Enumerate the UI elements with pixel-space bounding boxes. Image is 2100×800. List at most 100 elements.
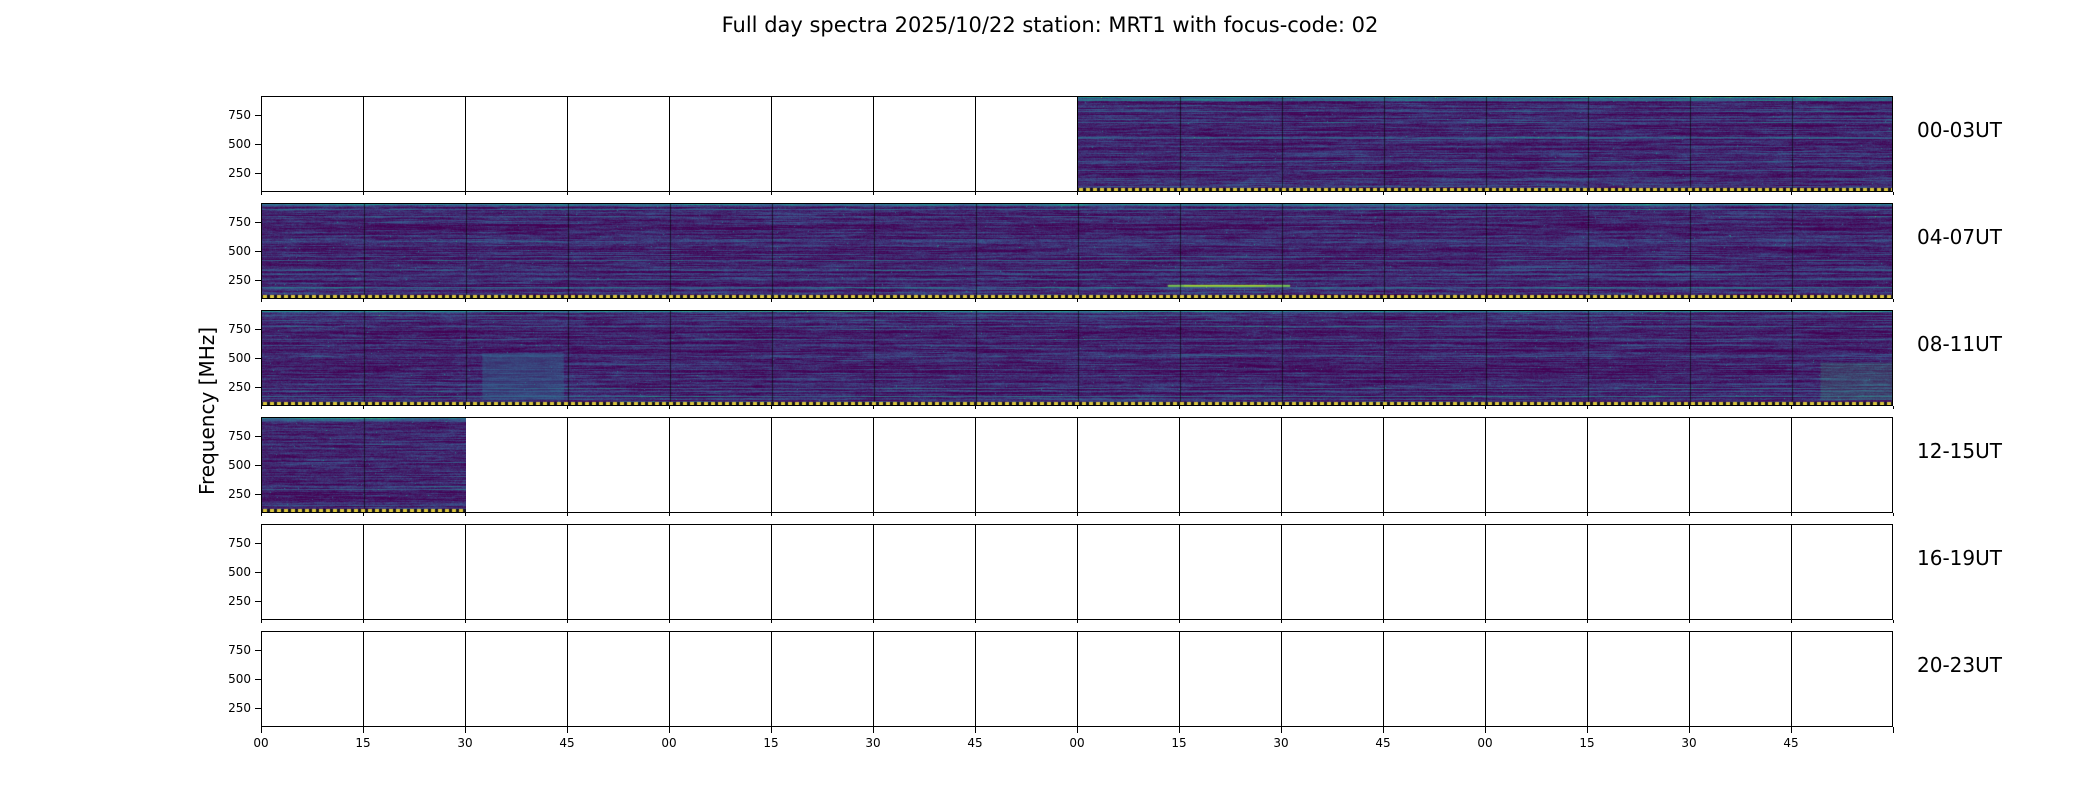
y-tick-mark — [255, 222, 261, 224]
row-time-label: 00-03UT — [1917, 118, 2002, 142]
x-tick-mark — [771, 620, 772, 623]
y-tick-mark — [255, 572, 261, 573]
x-tick-mark — [1689, 727, 1690, 733]
y-tick-label: 250 — [228, 593, 251, 608]
x-tick-mark — [465, 620, 466, 623]
segment-cell — [466, 97, 568, 191]
x-tick-label: 15 — [355, 736, 371, 750]
x-tick-mark — [1179, 299, 1180, 302]
x-tick-mark — [975, 513, 976, 516]
segment-cell — [1588, 525, 1690, 619]
segment-cell — [1180, 632, 1282, 726]
spectra-row-panel — [261, 631, 1893, 727]
y-tick-mark — [255, 358, 261, 359]
x-tick-label: 15 — [763, 736, 779, 750]
x-tick-mark — [1587, 406, 1588, 409]
segment-cell — [1690, 418, 1792, 512]
segment-cell — [364, 632, 466, 726]
x-tick-mark — [1179, 727, 1180, 733]
x-tick-mark — [1893, 192, 1894, 195]
segment-cell — [1486, 525, 1588, 619]
spectra-row-panel — [261, 203, 1893, 299]
x-tick-mark — [1791, 406, 1792, 409]
x-tick-mark — [1587, 620, 1588, 623]
x-tick-mark — [1077, 727, 1078, 733]
y-tick-mark — [255, 465, 261, 466]
segment-cell — [466, 632, 568, 726]
segment-cell — [976, 525, 1078, 619]
segment-cell — [262, 632, 364, 726]
spectra-row-panel — [261, 417, 1893, 513]
y-tick-mark — [255, 707, 261, 709]
x-tick-mark — [1179, 620, 1180, 623]
segment-cell — [976, 418, 1078, 512]
y-tick-mark — [255, 679, 261, 680]
segment-cell — [874, 418, 976, 512]
x-tick-mark — [1485, 620, 1486, 623]
y-tick-mark — [255, 543, 261, 545]
x-tick-mark — [1281, 727, 1282, 733]
x-tick-mark — [567, 620, 568, 623]
y-tick-label: 750 — [228, 536, 251, 551]
x-tick-mark — [1383, 620, 1384, 623]
segment-cell — [1282, 525, 1384, 619]
x-tick-mark — [261, 727, 262, 733]
x-tick-mark — [261, 192, 262, 195]
x-tick-label: 00 — [1069, 736, 1085, 750]
y-tick-mark — [255, 279, 261, 281]
x-tick-mark — [1791, 727, 1792, 733]
x-tick-label: 00 — [661, 736, 677, 750]
y-tick-label: 500 — [228, 458, 251, 472]
segment-cell — [568, 632, 670, 726]
x-tick-mark — [1179, 406, 1180, 409]
segment-cell — [568, 418, 670, 512]
spectrogram-canvas — [262, 311, 1892, 405]
segment-cell — [568, 97, 670, 191]
x-tick-mark — [1383, 727, 1384, 733]
x-tick-label: 30 — [457, 736, 473, 750]
x-tick-mark — [975, 406, 976, 409]
x-tick-mark — [1281, 620, 1282, 623]
x-tick-mark — [261, 406, 262, 409]
x-tick-mark — [975, 727, 976, 733]
x-tick-mark — [1689, 299, 1690, 302]
segment-cell — [1792, 418, 1892, 512]
x-tick-mark — [1893, 406, 1894, 409]
y-tick-mark — [255, 436, 261, 438]
y-tick-label: 750 — [228, 108, 251, 123]
x-tick-mark — [873, 513, 874, 516]
segment-cell — [1282, 418, 1384, 512]
row-time-label: 04-07UT — [1917, 225, 2002, 249]
x-tick-mark — [1077, 299, 1078, 302]
segment-cell — [1078, 632, 1180, 726]
row-time-label: 12-15UT — [1917, 439, 2002, 463]
x-tick-mark — [1281, 192, 1282, 195]
segment-cell — [1486, 418, 1588, 512]
x-tick-mark — [465, 192, 466, 195]
segment-cell — [262, 525, 364, 619]
x-tick-label: 45 — [559, 736, 575, 750]
segment-cell — [1384, 418, 1486, 512]
y-tick-mark — [255, 251, 261, 252]
x-tick-mark — [567, 406, 568, 409]
x-tick-mark — [1689, 192, 1690, 195]
row-time-label: 08-11UT — [1917, 332, 2002, 356]
y-tick-label: 500 — [228, 672, 251, 686]
x-tick-mark — [1689, 620, 1690, 623]
x-tick-mark — [1791, 513, 1792, 516]
x-tick-mark — [669, 299, 670, 302]
segment-cell — [1282, 632, 1384, 726]
x-tick-mark — [363, 727, 364, 733]
x-tick-label: 00 — [1477, 736, 1493, 750]
x-tick-mark — [1077, 513, 1078, 516]
x-tick-mark — [1485, 192, 1486, 195]
x-tick-mark — [1383, 299, 1384, 302]
segment-cell — [772, 97, 874, 191]
x-tick-mark — [1281, 299, 1282, 302]
x-tick-mark — [975, 299, 976, 302]
x-tick-label: 00 — [253, 736, 269, 750]
x-tick-mark — [1077, 192, 1078, 195]
x-tick-mark — [873, 192, 874, 195]
x-tick-label: 30 — [1273, 736, 1289, 750]
x-tick-mark — [465, 513, 466, 516]
